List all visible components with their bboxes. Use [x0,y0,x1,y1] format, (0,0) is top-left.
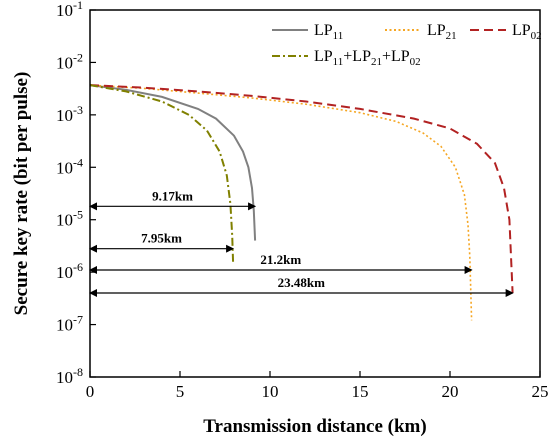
y-tick-label: 10-8 [56,365,83,387]
y-tick-label: 10-4 [56,155,83,177]
y-axis-title: Secure key rate (bit per pulse) [11,72,32,316]
x-tick-label: 20 [442,382,459,401]
y-tick-label: 10-5 [56,208,83,230]
y-tick-label: 10-7 [56,313,83,335]
distance-label: 7.95km [141,231,182,246]
y-tick-label: 10-6 [56,260,83,282]
legend-label: LP11+LP21+LP02 [314,48,421,68]
x-tick-label: 25 [532,382,549,401]
ticks-layer: 0 5 10 15 20 25 10-8 10-7 10-6 10-5 10-4 10-3 10-2 10… [56,0,549,401]
x-tick-label: 15 [352,382,369,401]
series-layer [89,84,514,321]
legend-label: LP21 [427,22,457,42]
distance-label: 21.2km [260,252,301,267]
plot-frame [89,9,541,378]
x-tick-label: 0 [86,382,95,401]
series-line-lp21 [89,84,473,321]
legend-label: LP02 [512,22,542,42]
y-tick-label: 10-1 [56,0,83,20]
x-tick-label: 5 [176,382,185,401]
x-axis-title: Transmission distance (km) [203,416,426,437]
series-line-lp02 [89,84,514,294]
series-line-lp11-lp21-lp02 [89,84,235,263]
y-tick-label: 10-2 [56,50,83,72]
series-line-lp11 [89,84,257,241]
annotation-layer: 9.17km 7.95km 21.2km 23.48km [89,188,514,298]
legend: LP11 LP21 LP02 LP11+LP21+LP02 [272,22,542,68]
distance-label: 23.48km [278,275,325,290]
distance-label: 9.17km [152,188,193,203]
y-tick-label: 10-3 [56,103,83,125]
legend-label: LP11 [314,22,343,42]
x-tick-label: 10 [262,382,279,401]
